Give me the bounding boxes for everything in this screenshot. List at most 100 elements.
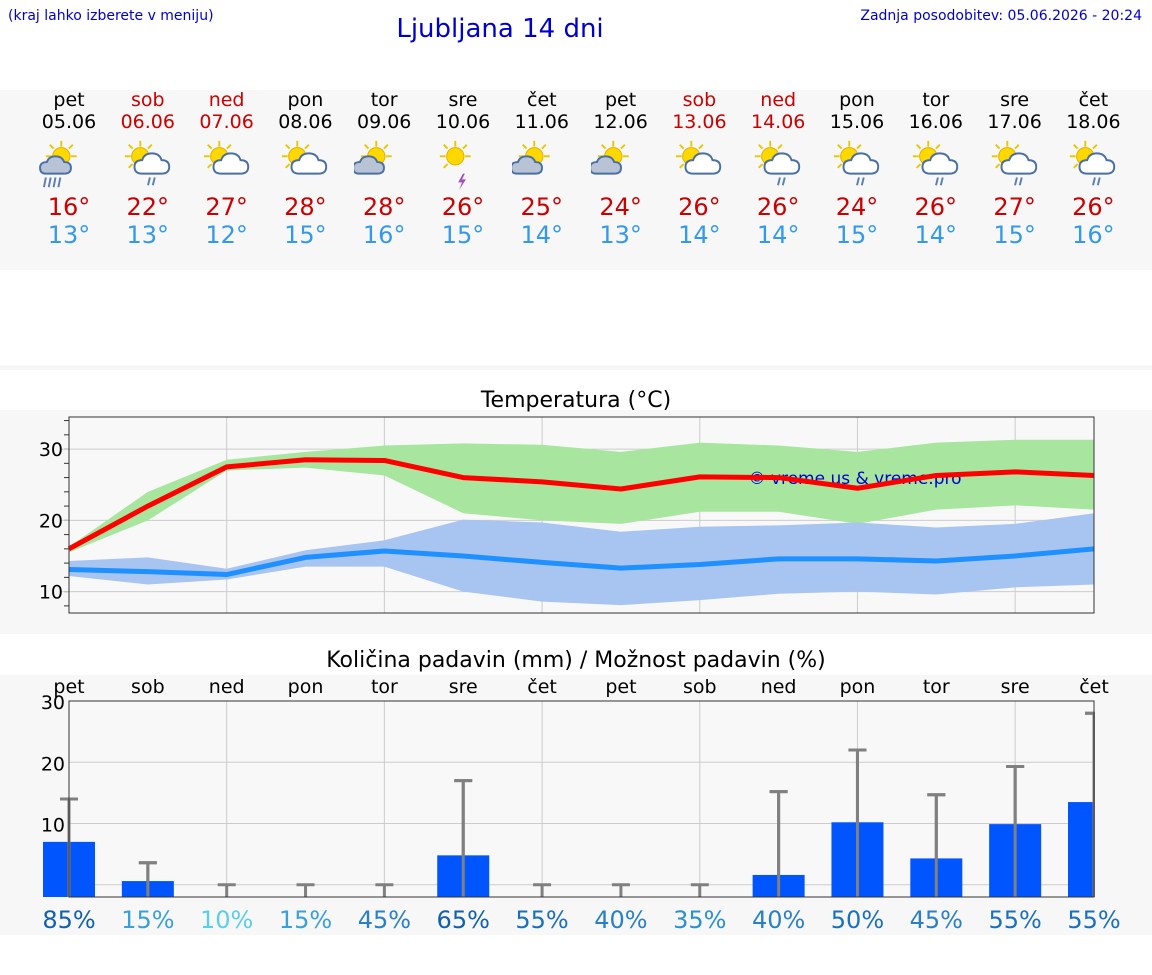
precip-day-label: sob [683, 676, 717, 698]
temp-min: 13° [47, 221, 91, 249]
last-updated: Zadnja posodobitev: 05.06.2026 - 20:24 [860, 8, 1142, 24]
precip-probability-label: 45% [910, 906, 963, 934]
precip-day-label: tor [923, 676, 950, 698]
temp-max: 26° [678, 193, 721, 221]
temp-min: 14° [678, 221, 721, 249]
day-date: 12.06 [593, 111, 648, 133]
day-column: tor 16.06 26° 14° [896, 89, 976, 249]
temp-max: 26° [756, 193, 800, 221]
precip-probability-label: 15% [279, 906, 332, 934]
day-date: 07.06 [199, 111, 254, 133]
precip-chart-title: Količina padavin (mm) / Možnost padavin … [326, 648, 826, 673]
sun-grey-cloud-icon [354, 140, 392, 175]
sun-cloud-shower-icon [1070, 140, 1116, 186]
temp-max: 16° [47, 193, 91, 221]
day-date: 16.06 [908, 111, 963, 133]
precip-probability-label: 55% [515, 906, 568, 934]
sun-cloud-icon [676, 140, 722, 175]
day-name: čet [1078, 89, 1109, 111]
temp-max: 26° [441, 193, 485, 221]
day-column: pon 08.06 28° 15° [265, 89, 345, 249]
precip-probability-label: 85% [42, 906, 95, 934]
precip-probability-label: 55% [1067, 906, 1120, 934]
temp-y-tick-label: 10 [39, 582, 63, 604]
forecast-strip [0, 90, 1152, 270]
watermark: © vreme.us & vreme.pro [748, 469, 961, 489]
day-date: 17.06 [987, 111, 1042, 133]
day-name: ned [208, 89, 245, 111]
temp-max: 27° [205, 193, 248, 221]
temp-min: 14° [914, 221, 958, 249]
temp-max: 26° [914, 193, 958, 221]
temp-min: 14° [756, 221, 800, 249]
day-date: 18.06 [1066, 111, 1121, 133]
day-name: tor [922, 89, 950, 111]
day-name: sob [682, 89, 717, 111]
day-date: 15.06 [829, 111, 885, 133]
day-name: ned [760, 89, 797, 111]
day-date: 05.06 [41, 111, 97, 133]
temp-min: 15° [835, 221, 879, 249]
day-date: 13.06 [672, 111, 727, 133]
min-temp-line [68, 546, 1095, 578]
temp-max: 25° [520, 193, 564, 221]
precip-day-label: sre [1001, 676, 1030, 698]
location-hint: (kraj lahko izberete v meniju) [8, 8, 214, 24]
day-column: čet 18.06 26° 16° [1053, 89, 1133, 249]
temp-max: 24° [599, 193, 642, 221]
sun-cloud-shower-icon [124, 140, 170, 186]
temp-min: 15° [441, 221, 485, 249]
temp-min: 12° [205, 221, 248, 249]
day-name: čet [527, 89, 557, 111]
day-column: sob 06.06 22° 13° [108, 89, 188, 249]
day-date: 11.06 [514, 111, 569, 133]
divider [0, 365, 1152, 370]
precip-probability-label: 65% [437, 906, 490, 934]
day-column: pet 05.06 16° 13° [29, 89, 109, 249]
day-name: pon [839, 89, 875, 111]
day-column: pon 15.06 24° 15° [817, 89, 897, 249]
day-column: ned 14.06 26° 14° [738, 89, 818, 249]
day-name: sob [131, 89, 165, 111]
day-name: pon [287, 89, 324, 111]
precip-day-label: čet [527, 676, 557, 698]
temp-max: 27° [993, 193, 1036, 221]
temp-y-tick-label: 30 [39, 439, 63, 461]
precip-probability-label: 50% [831, 906, 884, 934]
precip-day-label: pon [288, 676, 324, 698]
temp-min: 15° [284, 221, 327, 249]
temp-y-tick-label: 20 [39, 510, 63, 532]
temp-max: 28° [284, 193, 327, 221]
precip-probability-label: 35% [673, 906, 726, 934]
day-name: tor [370, 89, 398, 111]
precip-day-label: pet [53, 676, 84, 698]
precip-y-tick-label: 30 [41, 692, 65, 714]
precip-probability-label: 10% [200, 906, 253, 934]
day-column: čet 11.06 25° 14° [502, 89, 582, 249]
precip-plot-frame [68, 700, 1095, 898]
sun-cloud-shower-icon [912, 140, 958, 186]
precip-day-label: pon [840, 676, 876, 698]
day-name: pet [53, 89, 85, 111]
temp-max: 24° [835, 193, 879, 221]
sun-grey-cloud-icon [590, 140, 629, 175]
precip-probability-label: 45% [358, 906, 411, 934]
precip-day-label: pet [605, 676, 636, 698]
precip-day-label: čet [1079, 676, 1109, 698]
temp-max: 26° [1072, 193, 1115, 221]
sun-thunder-icon [439, 140, 471, 191]
min-temp-range-band [69, 513, 1094, 606]
temp-min: 13° [599, 221, 642, 249]
precip-day-label: tor [371, 676, 398, 698]
sun-cloud-shower-icon [991, 140, 1037, 186]
precip-day-label: sob [131, 676, 165, 698]
day-column: tor 09.06 28° 16° [344, 89, 424, 249]
day-name: sre [1000, 89, 1030, 111]
day-column: sre 10.06 26° 15° [423, 89, 503, 249]
temp-min: 13° [126, 221, 170, 249]
temp-max: 22° [126, 193, 170, 221]
day-column: sre 17.06 27° 15° [975, 89, 1055, 249]
precip-day-label: ned [761, 676, 797, 698]
day-date: 08.06 [278, 111, 333, 133]
